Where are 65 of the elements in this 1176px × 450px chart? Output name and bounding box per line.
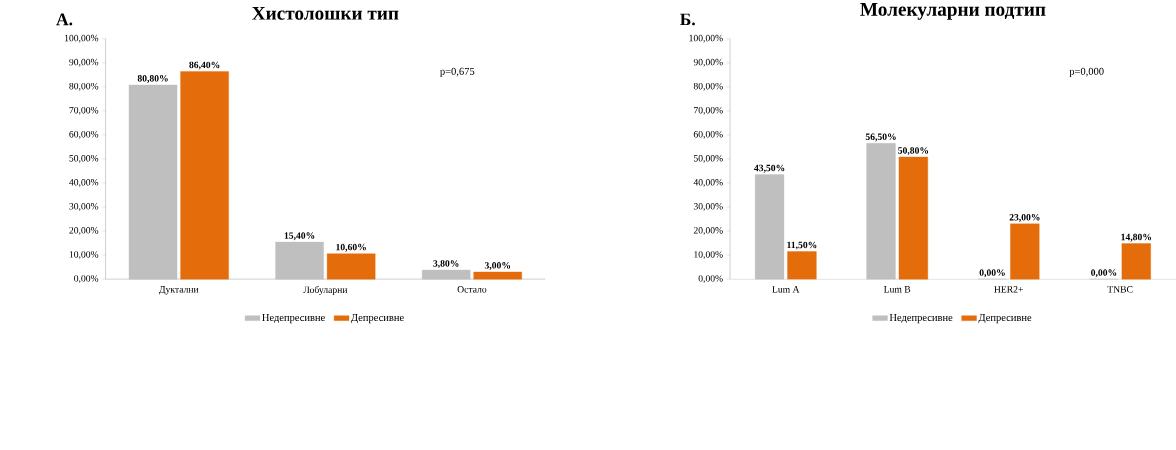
data-label: 14,80% [1121,233,1151,242]
data-label: 3,00% [484,262,511,271]
y-tick-label: 80,00% [693,82,723,91]
data-label: 15,40% [284,232,315,241]
y-tick-label: 50,00% [693,155,723,163]
y-tick-label: 0,00% [698,275,723,284]
y-tick-label: 60,00% [69,131,99,139]
x-tick-label: HER2+ [994,286,1023,293]
bar [473,271,522,280]
chart-title: Молекуларни подтип [860,3,1046,20]
bar [275,242,324,280]
chart-title: Хистолошки тип [252,7,399,20]
y-tick-label: 70,00% [69,107,99,115]
legend-label: Недепресивне [889,314,953,324]
data-label: 0,00% [1091,269,1117,278]
bar [180,71,229,280]
data-label: 43,50% [754,164,785,173]
bar [866,143,896,280]
y-tick-label: 40,00% [69,179,99,188]
legend-label: Депресивне [978,314,1032,324]
bar [128,84,178,280]
x-tick-label: Лобуларни [303,286,348,296]
y-tick-label: 20,00% [693,227,723,236]
x-tick-label: Lum A [772,286,800,293]
y-tick-label: 20,00% [69,227,99,236]
annotation: p=0,675 [440,67,475,78]
y-tick-label: 50,00% [69,155,99,163]
data-label: 10,60% [336,243,366,252]
bar [754,174,785,280]
y-tick-label: 30,00% [693,203,723,212]
bar [787,251,817,280]
text: Б. [680,13,695,26]
data-label: 0,00% [979,269,1005,278]
x-tick-label: TNBC [1107,286,1133,293]
y-tick-label: 30,00% [69,203,99,212]
data-label: 80,80% [137,75,168,84]
y-tick-label: 70,00% [694,107,723,115]
data-label: 11,50% [787,241,817,250]
legend-label: Недепресивне [262,314,325,324]
text: А. [56,13,73,26]
y-tick-label: 40,00% [693,179,723,188]
data-label: 23,00% [1009,214,1040,223]
bar [326,253,376,280]
bar [898,156,928,280]
y-tick-label: 100,00% [689,34,723,43]
x-tick-label: Остало [457,286,487,293]
y-tick-label: 10,00% [69,251,99,260]
y-tick-label: 10,00% [694,251,723,260]
y-tick-label: 90,00% [69,58,99,67]
x-tick-label: Lum B [883,286,911,293]
data-label: 86,40% [189,61,220,70]
y-tick-label: 60,00% [693,131,723,139]
y-tick-label: 90,00% [693,58,723,67]
x-tick-label: Дуктални [159,286,199,295]
data-label: 56,50% [865,133,896,142]
bar [1121,243,1151,280]
y-tick-label: 0,00% [74,275,99,284]
y-tick-label: 80,00% [69,82,99,91]
annotation: p=0,000 [1069,67,1104,78]
legend-label: Депресивне [350,314,404,324]
y-tick-label: 100,00% [64,34,99,43]
bar [421,269,471,280]
data-label: 50,80% [898,147,929,156]
bar [1010,223,1040,280]
data-label: 3,80% [433,260,459,269]
